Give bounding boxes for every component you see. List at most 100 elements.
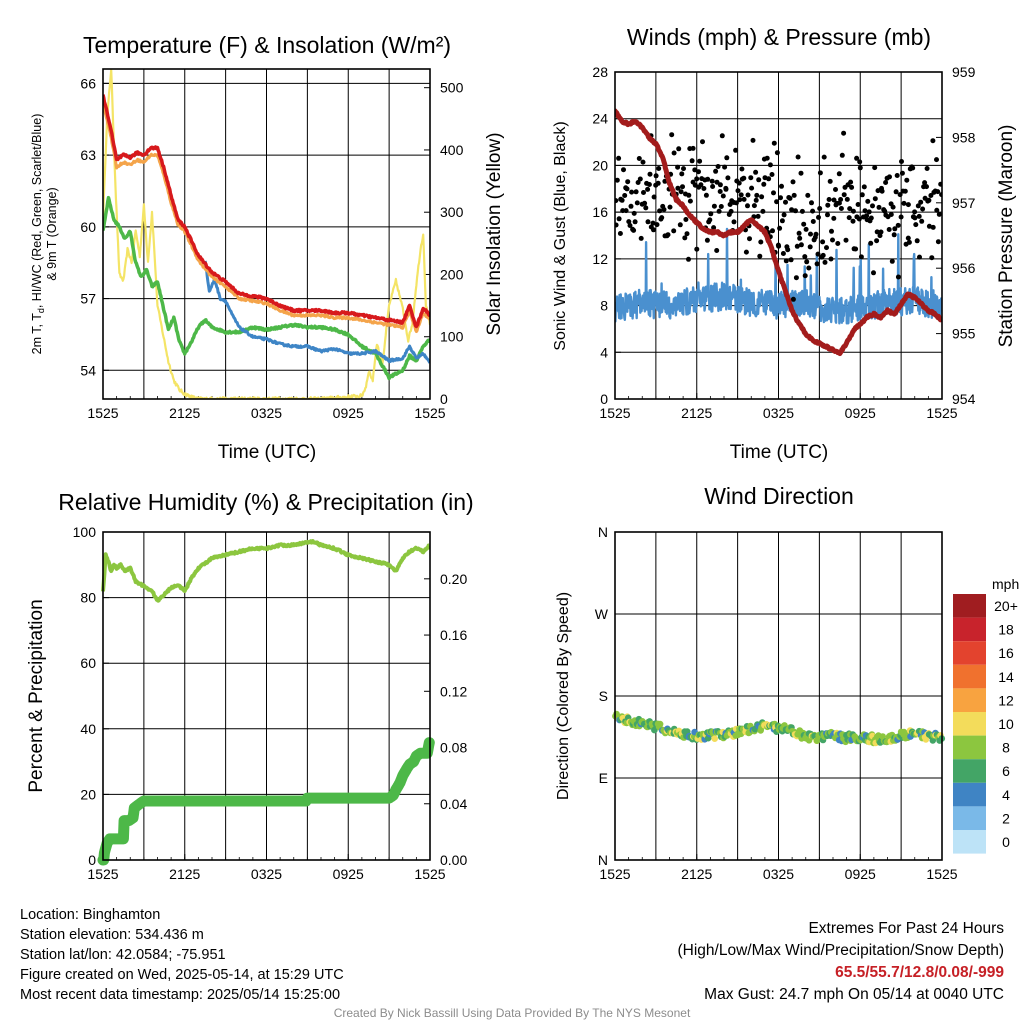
gust-point [820, 252, 826, 258]
gust-point [905, 235, 911, 241]
y-tick-label: S [599, 688, 608, 704]
y2-tick-label: 957 [952, 195, 976, 211]
gust-point [711, 225, 717, 231]
gust-point [795, 154, 801, 160]
y-tick-label: E [599, 770, 608, 786]
y-axis-label: Percent & Precipitation [26, 599, 47, 792]
x-tick-label: 0325 [251, 405, 282, 421]
y-axis-label: 2m T, Td, HI/WC (Red, Green, Scarlet/Blu… [30, 114, 46, 355]
gust-point [645, 219, 651, 225]
gust-point [626, 219, 632, 225]
y-tick-label: W [595, 606, 609, 622]
gust-point [771, 190, 776, 196]
y2-axis-label: Station Pressure (Maroon) [996, 125, 1017, 348]
gust-point [924, 166, 930, 171]
gust-point [848, 179, 854, 185]
y2-tick-label: 956 [952, 260, 976, 276]
gust-point [774, 199, 780, 205]
gust-point [859, 192, 865, 198]
gust-point [704, 237, 710, 243]
gust-point [883, 180, 889, 185]
gust-point [897, 192, 903, 198]
y-tick-label: N [598, 524, 608, 540]
gust-point [774, 150, 780, 156]
y-axis-label: Direction (Colored By Speed) [555, 592, 572, 800]
gust-point [716, 208, 722, 214]
legend-label: 8 [1002, 740, 1010, 756]
gust-point [844, 196, 850, 202]
gust-point [779, 218, 785, 224]
x-tick-label: 1525 [414, 405, 445, 421]
legend-swatch [953, 664, 986, 689]
gust-point [714, 248, 720, 253]
gust-point [757, 253, 763, 259]
gust-point [858, 254, 864, 260]
gust-point [919, 218, 925, 224]
gust-point [902, 188, 908, 194]
gust-point [638, 235, 644, 241]
gust-point [835, 241, 841, 246]
gust-point [936, 211, 942, 217]
gust-point [829, 228, 834, 234]
gust-point [651, 227, 656, 233]
y2-tick-label: 500 [440, 80, 464, 96]
gust-point [889, 258, 895, 264]
gust-point [636, 156, 642, 161]
gust-point [865, 198, 871, 204]
direction-points [612, 710, 946, 747]
x-tick-label: 1525 [414, 866, 445, 882]
elevation-text: Station elevation: 534.436 m [20, 927, 204, 943]
y2-tick-label: 955 [952, 326, 976, 342]
gust-point [640, 159, 646, 165]
gust-point [926, 223, 932, 229]
y-tick-label: 60 [80, 655, 96, 671]
gust-point [853, 246, 859, 252]
y-tick-label: 60 [80, 219, 96, 235]
gust-point [803, 226, 809, 232]
direction-point [929, 737, 937, 744]
gust-point [692, 167, 698, 173]
gust-point [710, 184, 716, 189]
gust-point [874, 229, 880, 235]
gust-point [890, 204, 896, 210]
gust-point [864, 213, 870, 219]
gust-point [766, 176, 772, 182]
legend-label: 0 [1002, 834, 1010, 850]
gust-point [935, 189, 941, 195]
y-tick-label: 54 [80, 362, 96, 378]
gust-point [821, 154, 827, 160]
gust-point [615, 177, 620, 183]
x-tick-label: 2125 [169, 405, 200, 421]
y-tick-label: 0 [88, 852, 96, 868]
gust-point [759, 194, 765, 200]
gust-point [861, 184, 867, 190]
gust-point [680, 184, 685, 190]
gust-point [713, 168, 719, 174]
legend-swatch [953, 806, 986, 830]
series-group [615, 108, 942, 357]
y-tick-label: 40 [80, 721, 96, 737]
gust-point [913, 222, 919, 228]
gust-point [928, 193, 934, 198]
gust-point [657, 208, 663, 214]
gust-point [745, 203, 750, 209]
legend-label: 4 [1002, 787, 1010, 803]
gust-point [675, 164, 681, 170]
precipitation-line [97, 737, 435, 866]
gust-point [714, 179, 720, 185]
gust-point [801, 221, 807, 227]
gust-point [888, 212, 894, 217]
gust-point [641, 190, 646, 195]
gust-point [651, 194, 657, 200]
gust-point [749, 185, 755, 191]
gust-point [694, 176, 700, 182]
gust-point [698, 182, 704, 188]
gust-point [872, 165, 878, 171]
gust-point [916, 213, 922, 219]
series-group [97, 539, 435, 866]
legend-label: 14 [998, 669, 1014, 685]
legend-label: 20+ [994, 598, 1018, 614]
gust-point [780, 251, 786, 256]
gust-point [798, 170, 804, 176]
gust-point [862, 208, 868, 214]
